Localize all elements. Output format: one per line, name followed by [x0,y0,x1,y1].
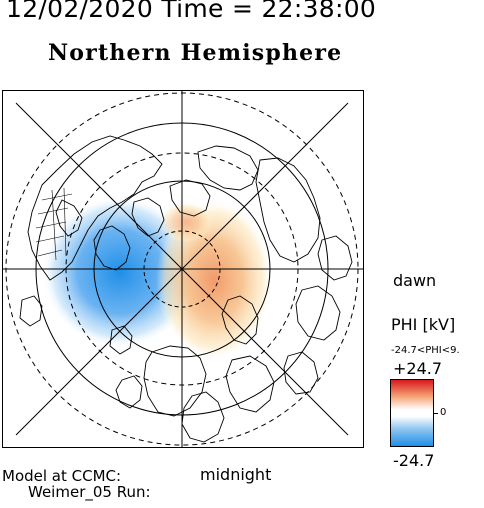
colorbar-zero-label: 0 [440,407,447,418]
negative-potential-cell [42,196,198,348]
small-positive-patch [160,202,212,242]
polar-map [2,90,364,448]
coastlines [19,135,353,443]
colorbar-max-label: +24.7 [393,359,443,378]
colorbar-title: PHI [kV] [391,315,456,334]
meridian-diag-2 [15,102,349,436]
model-label: Model at CCMC: [2,467,122,485]
dawn-label: dawn [393,271,437,290]
colorbar-range-note: -24.7<PHI<9. [391,345,460,356]
date-time-header: 12/02/2020 Time = 22:38:00 [6,0,377,23]
colorbar-zero-tick [434,413,438,414]
midnight-label: midnight [200,465,272,484]
hemisphere-title: Northern Hemisphere [48,40,343,66]
border-lines [35,187,73,261]
colorbar [390,379,434,447]
run-label: Weimer_05 Run: [28,483,151,501]
colorbar-min-label: -24.7 [393,451,435,470]
